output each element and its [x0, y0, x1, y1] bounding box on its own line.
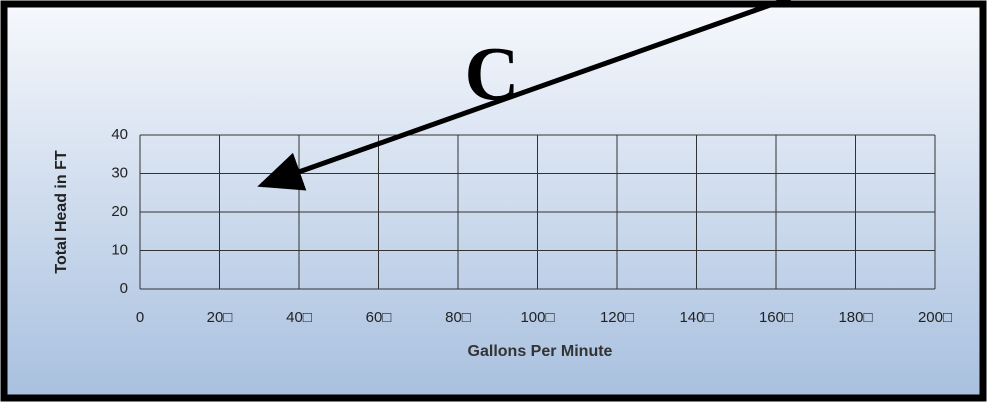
- x-tick-label: 200□: [918, 309, 952, 326]
- y-tick-label: 0: [120, 280, 128, 297]
- x-tick-label: 160□: [759, 309, 793, 326]
- x-tick-label: 60□: [366, 309, 392, 326]
- x-tick-label: 140□: [679, 309, 713, 326]
- arrow: [257, 0, 791, 191]
- x-tick-label: 120□: [600, 309, 634, 326]
- y-tick-label: 10: [111, 241, 128, 258]
- x-tick-label: 180□: [838, 309, 872, 326]
- x-tick-label: 20□: [207, 309, 233, 326]
- x-axis-label: Gallons Per Minute: [468, 343, 613, 360]
- y-axis-label: Total Head in FT: [53, 150, 70, 273]
- y-tick-label: 20: [111, 203, 128, 220]
- y-tick-label: 40: [111, 126, 128, 143]
- x-tick-label: 0: [136, 309, 144, 326]
- x-tick-label: 100□: [520, 309, 554, 326]
- x-tick-label: 40□: [286, 309, 312, 326]
- x-tick-label: 80□: [445, 309, 471, 326]
- y-tick-label: 30: [111, 164, 128, 181]
